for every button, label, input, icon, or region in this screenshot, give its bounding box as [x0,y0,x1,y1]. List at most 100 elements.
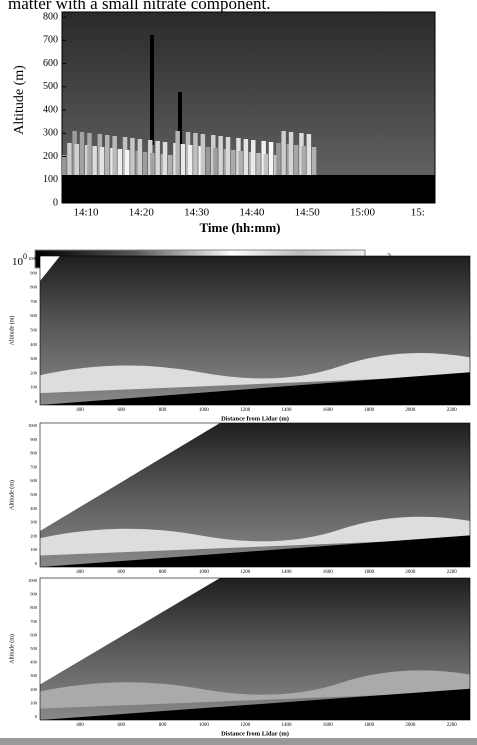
aerosol-block [130,138,135,175]
y-tick-label: 100 [43,174,58,185]
x-tick-label: 2200 [447,408,458,413]
cloud-layer [40,516,470,556]
y-axis-label: Altitude (m) [12,65,27,135]
y-tick-label: 800 [30,605,38,610]
y-tick-label: 200 [30,533,38,538]
aerosol-block [281,131,286,175]
plot-frame [39,255,471,406]
x-tick-label: 1400 [282,570,293,575]
y-axis-label: Altitude (m) [8,480,15,510]
aerosol-block [193,133,198,175]
aerosol-block [112,136,117,175]
y-tick-label: 400 [43,104,58,115]
aerosol-block [155,141,160,175]
y-tick-label: 500 [30,328,38,333]
cloud-layer [40,670,470,709]
aerosol-block [294,145,299,175]
x-tick-label: 1400 [282,723,293,728]
x-tick-label: 1400 [282,408,293,413]
plot-frame [39,422,471,568]
aerosol-block [301,146,306,175]
y-tick-label: 0 [35,399,38,404]
y-tick-label: 800 [43,11,58,22]
x-tick-label: 800 [159,570,167,575]
y-axis-label: Altitude (m) [8,634,15,664]
aerosol-block [231,150,236,175]
header-text: matter with a small nitrate component. [8,0,270,13]
y-tick-label: 100 [30,547,38,552]
y-tick-label: 500 [30,646,38,651]
x-tick-label: 400 [76,408,84,413]
y-tick-label: 700 [30,464,38,469]
blind-wedge [40,423,220,531]
x-tick-label: 15: [411,207,425,219]
aerosol-block [306,134,312,175]
y-tick-label: 600 [30,313,38,318]
x-tick-label: 1600 [323,570,334,575]
x-tick-label: 15:00 [350,207,376,219]
aerosol-block [288,132,294,175]
y-tick-label: 700 [30,299,38,304]
y-tick-label: 700 [30,619,38,624]
aerosol-block [311,147,317,175]
cloud-layer [40,352,470,394]
aerosol-block [168,155,173,175]
aerosol-block [243,139,249,175]
ground [40,372,470,405]
x-tick-label: 800 [159,408,167,413]
x-axis-label: Distance from Lidar (m) [221,730,289,737]
y-tick-label: 700 [43,35,58,46]
x-tick-label: 14:40 [239,207,265,219]
blind-wedge [40,578,220,685]
y-tick-label: 300 [30,673,38,678]
ground [40,535,470,567]
y-tick-label: 600 [43,58,58,69]
plot-frame [61,11,436,204]
top-panel: Time (hh:mm) Altitude (m) 0 100 200 300 400 5… [12,11,436,235]
y-tick-label: 0 [53,197,58,208]
y-tick-label: 200 [30,370,38,375]
y-tick-label: 600 [30,478,38,483]
x-tick-label: 2200 [447,723,458,728]
blind-zone [62,175,435,203]
aerosol-block [200,134,206,175]
y-tick-label: 100 [30,385,38,390]
y-tick-label: 300 [43,128,58,139]
x-tick-label: 1600 [323,408,334,413]
x-tick-label: 800 [159,723,167,728]
x-tick-label: 600 [118,408,126,413]
aerosol-block [99,147,105,175]
aerosol-block [205,147,211,175]
aerosol-block [105,135,110,175]
aerosol-block [188,145,193,175]
x-tick-label: 1200 [240,723,251,728]
x-tick-label: 14:20 [129,207,155,219]
aerosol-block [251,140,256,175]
x-tick-label: 2200 [447,570,458,575]
aerosol-block [268,142,274,175]
x-tick-label: 14:30 [184,207,210,219]
blind-wedge [40,256,60,281]
x-tick-label: 400 [76,570,84,575]
x-tick-label: 14:10 [73,207,99,219]
y-tick-label: 0 [35,561,38,566]
aerosol-block [162,142,168,175]
x-tick-label: 2000 [405,570,416,575]
y-tick-label: 400 [30,660,38,665]
aerosol-block [225,137,231,175]
y-tick-label: 400 [30,506,38,511]
y-tick-label: 500 [43,81,58,92]
y-tick-label: 0 [35,714,38,719]
y-tick-label: 600 [30,632,38,637]
aerosol-block [79,132,85,175]
plot-frame [39,577,471,721]
aerosol-block [142,152,148,175]
x-axis-label: Time (hh:mm) [199,220,280,235]
cut-colorbar [0,738,477,745]
artifact [178,92,182,175]
x-tick-label: 1800 [364,408,375,413]
x-tick-label: 1200 [240,408,251,413]
artifact [150,35,154,145]
y-tick-label: 800 [30,285,38,290]
